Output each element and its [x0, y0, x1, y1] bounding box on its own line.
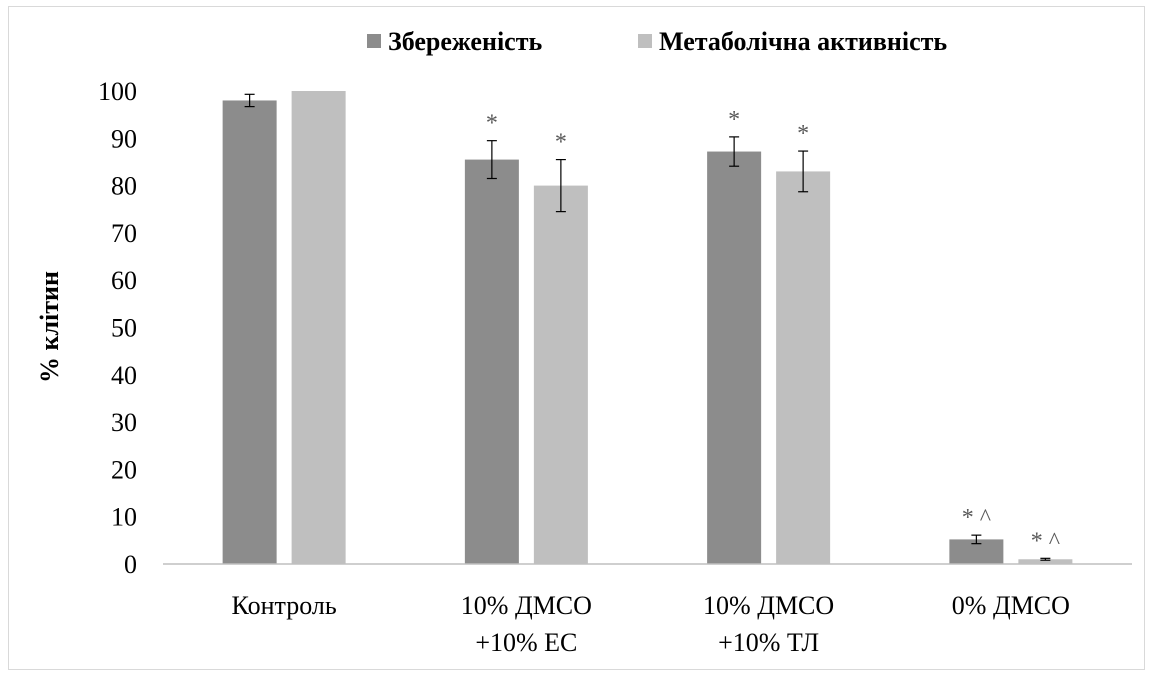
significance-mark: * ^ — [1031, 528, 1060, 554]
significance-mark: * — [486, 111, 498, 137]
x-category-label: +10% ЕС — [475, 628, 577, 657]
x-category-label: 0% ДМСО — [952, 591, 1070, 620]
legend-label: Збереженість — [388, 27, 542, 56]
legend-label: Метаболічна активність — [659, 27, 947, 56]
x-category-label: 10% ДМСО — [703, 591, 834, 620]
bar-metabolic-2 — [776, 171, 831, 564]
y-axis-ticks: 0 10 20 30 40 50 60 70 80 90 100 — [98, 77, 137, 579]
y-tick-label: 90 — [111, 124, 137, 153]
significance-mark: * ^ — [962, 505, 991, 531]
bar-metabolic-3 — [1018, 559, 1073, 564]
x-axis-labels: Контроль 10% ДМСО +10% ЕС 10% ДМСО +10% ТЛ 0%… — [232, 591, 1070, 657]
error-bars — [244, 93, 1051, 561]
y-tick-label: 20 — [111, 455, 137, 484]
y-tick-label: 30 — [111, 408, 137, 437]
y-axis-label: % клітин — [35, 271, 64, 383]
y-tick-label: 0 — [124, 550, 137, 579]
y-tick-label: 80 — [111, 172, 137, 201]
bar-preservation-1 — [464, 159, 519, 564]
significance-mark: * — [728, 107, 740, 133]
y-tick-label: 100 — [98, 77, 137, 106]
bar-preservation-0 — [222, 100, 277, 565]
legend: Збереженість Метаболічна активність — [367, 27, 947, 56]
y-tick-label: 70 — [111, 219, 137, 248]
legend-swatch — [367, 34, 381, 48]
significance-mark: * — [555, 130, 567, 156]
x-category-label: Контроль — [232, 591, 337, 620]
significance-annotations: * * * * * ^ * ^ — [486, 107, 1060, 554]
bar-metabolic-0 — [291, 91, 346, 564]
bar-metabolic-1 — [533, 185, 588, 564]
y-tick-label: 60 — [111, 266, 137, 295]
y-tick-label: 10 — [111, 503, 137, 532]
bar-preservation-2 — [707, 151, 762, 564]
y-tick-label: 40 — [111, 361, 137, 390]
bars — [222, 91, 1073, 565]
x-category-label: 10% ДМСО — [461, 591, 592, 620]
y-tick-label: 50 — [111, 314, 137, 343]
significance-mark: * — [797, 121, 809, 147]
x-category-label: +10% ТЛ — [718, 628, 819, 657]
legend-swatch — [638, 34, 652, 48]
